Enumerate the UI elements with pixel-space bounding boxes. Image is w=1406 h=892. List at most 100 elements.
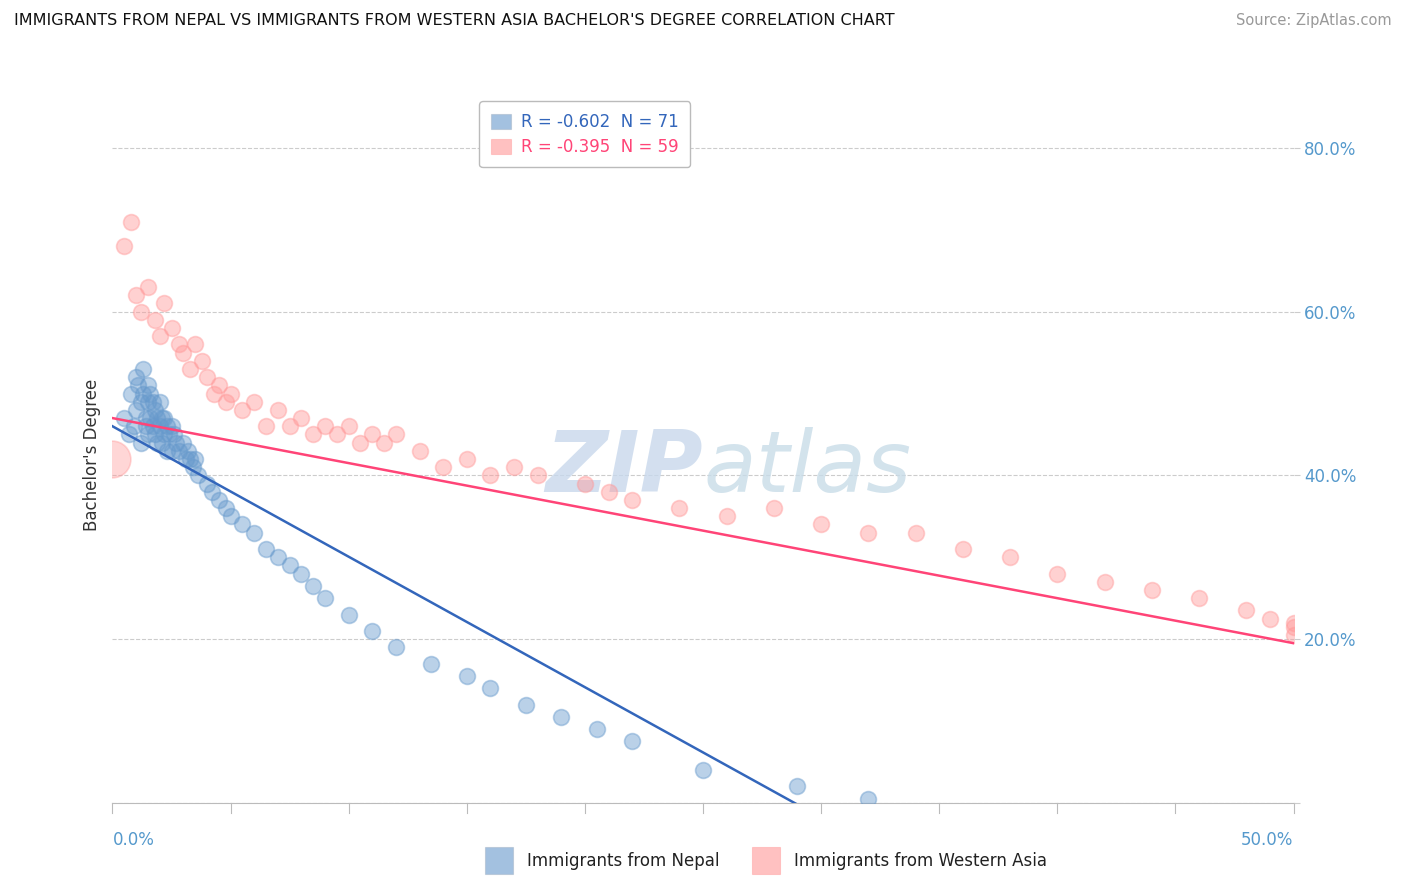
Point [146,435,169,450]
Point [143,313,166,327]
Point [215,501,238,516]
Point [267,550,290,565]
Point [692,763,714,777]
Point [143,427,166,442]
Point [243,525,266,540]
Point [302,579,325,593]
Point [146,411,169,425]
Point [574,476,596,491]
Point [373,435,395,450]
Point [1282,628,1305,642]
Point [598,484,620,499]
Point [349,435,371,450]
Point [172,345,194,359]
Point [952,542,974,557]
Point [201,484,224,499]
Point [302,427,325,442]
Point [195,476,218,491]
Point [160,443,183,458]
Point [136,378,159,392]
Point [1046,566,1069,581]
Point [149,419,172,434]
Point [135,411,157,425]
Point [231,517,253,532]
Text: Source: ZipAtlas.com: Source: ZipAtlas.com [1236,13,1392,29]
Point [208,378,231,392]
Point [120,386,142,401]
Point [181,460,204,475]
Y-axis label: Bachelor's Degree: Bachelor's Degree [83,379,101,531]
Point [153,427,176,442]
Point [149,329,172,343]
Point [998,550,1021,565]
Point [149,394,172,409]
Point [621,734,644,748]
Point [177,443,200,458]
Point [254,419,277,434]
Point [172,435,194,450]
Point [129,304,152,318]
Point [167,337,190,351]
Point [160,419,183,434]
Point [150,435,173,450]
Point [762,501,785,516]
Text: ZIP: ZIP [546,427,703,510]
Point [120,214,142,228]
Point [118,427,141,442]
Point [125,370,148,384]
Point [156,419,179,434]
Point [278,419,301,434]
Point [125,288,148,302]
Point [142,419,165,434]
Point [219,386,242,401]
Point [503,460,526,475]
Point [142,394,165,409]
Point [810,517,832,532]
Point [1282,620,1305,634]
Point [184,337,207,351]
Point [904,525,927,540]
Point [186,468,208,483]
Point [112,239,135,253]
Legend: R = -0.602  N = 71, R = -0.395  N = 59: R = -0.602 N = 71, R = -0.395 N = 59 [479,102,690,168]
Point [195,370,218,384]
Point [432,460,454,475]
Point [585,722,607,736]
Point [135,419,157,434]
Point [314,419,336,434]
Point [456,452,478,467]
Point [361,427,384,442]
Point [174,452,197,467]
Point [179,452,201,467]
Point [156,443,179,458]
Point [112,411,135,425]
Point [290,566,312,581]
Point [1188,591,1211,606]
Point [202,386,225,401]
Point [337,419,360,434]
Point [136,427,159,442]
FancyBboxPatch shape [752,847,780,874]
Point [136,394,159,409]
Point [219,509,242,524]
Point [243,394,266,409]
Point [456,669,478,683]
Point [550,710,572,724]
Point [786,780,808,794]
Point [208,492,231,507]
Point [157,427,180,442]
Point [621,492,644,507]
Point [385,640,408,655]
Point [231,403,253,417]
Point [1234,603,1257,617]
Point [326,427,349,442]
Point [215,394,238,409]
Point [191,353,214,368]
Point [420,657,443,671]
Point [153,296,176,310]
Point [479,468,502,483]
Point [129,435,152,450]
Point [122,419,145,434]
Point [153,411,176,425]
Point [167,443,190,458]
